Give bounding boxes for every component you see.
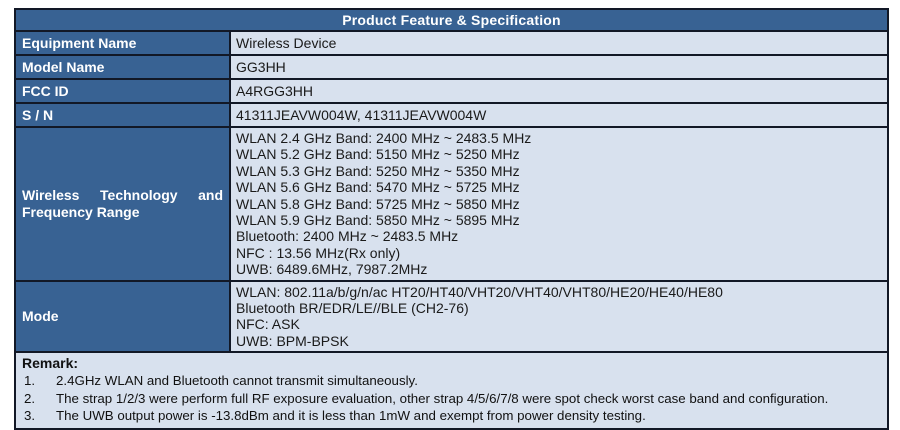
frequency-line: WLAN 2.4 GHz Band: 2400 MHz ~ 2483.5 MHz — [236, 130, 532, 146]
frequency-line: WLAN 5.6 GHz Band: 5470 MHz ~ 5725 MHz — [236, 179, 520, 196]
fcc-id-label: FCC ID — [14, 78, 231, 104]
frequency-line: NFC : 13.56 MHz(Rx only) — [236, 244, 401, 261]
serial-number-label: S / N — [14, 102, 231, 128]
remark-item-number: 3. — [24, 408, 36, 424]
table-row-serial-number: S / N 41311JEAVW004W, 41311JEAVW004W — [14, 102, 890, 128]
mode-line: Bluetooth BR/EDR/LE//BLE (CH2-76) — [236, 300, 469, 317]
remark-item: 3. The UWB output power is -13.8dBm and … — [20, 407, 883, 425]
remark-section: Remark: 1. 2.4GHz WLAN and Bluetooth can… — [13, 351, 890, 430]
equipment-name-value: Wireless Device — [228, 30, 890, 56]
table-row-model-name: Model Name GG3HH — [14, 54, 890, 80]
frequency-line: WLAN 5.2 GHz Band: 5150 MHz ~ 5250 MHz — [236, 146, 520, 163]
remark-item: 1. 2.4GHz WLAN and Bluetooth cannot tran… — [20, 372, 883, 390]
mode-value: WLAN: 802.11a/b/g/n/ac HT20/HT40/VHT20/V… — [228, 279, 890, 354]
remark-item-text: The UWB output power is -13.8dBm and it … — [56, 408, 646, 424]
frequency-line: WLAN 5.9 GHz Band: 5850 MHz ~ 5895 MHz — [236, 212, 520, 229]
frequency-line: UWB: 6489.6MHz, 7987.2MHz — [236, 261, 428, 278]
mode-line: WLAN: 802.11a/b/g/n/ac HT20/HT40/VHT20/V… — [236, 283, 723, 300]
model-name-label: Model Name — [14, 54, 231, 80]
table-header-row: Product Feature & Specification — [13, 8, 890, 32]
remark-item-number: 2. — [24, 390, 36, 406]
table-row-fcc-id: FCC ID A4RGG3HH — [14, 78, 890, 104]
remark-heading: Remark: — [22, 355, 79, 372]
mode-label: Mode — [14, 279, 231, 354]
frequency-line: Bluetooth: 2400 MHz ~ 2483.5 MHz — [236, 228, 459, 245]
wireless-technology-value: WLAN 2.4 GHz Band: 2400 MHz ~ 2483.5 MHz… — [228, 126, 890, 282]
remark-item: 2. The strap 1/2/3 were perform full RF … — [20, 390, 883, 408]
fcc-id-value: A4RGG3HH — [228, 78, 890, 104]
remark-item-text: 2.4GHz WLAN and Bluetooth cannot transmi… — [56, 373, 418, 389]
table-row-wireless-technology: Wireless Technology and Frequency Range … — [14, 126, 890, 282]
model-name-value: GG3HH — [228, 54, 890, 80]
mode-line: UWB: BPM-BPSK — [236, 332, 349, 349]
remark-item-text: The strap 1/2/3 were perform full RF exp… — [56, 390, 829, 406]
spec-table: Product Feature & Specification Equipmen… — [13, 8, 890, 430]
wireless-technology-label: Wireless Technology and Frequency Range — [14, 126, 231, 282]
frequency-line: WLAN 5.8 GHz Band: 5725 MHz ~ 5850 MHz — [236, 195, 520, 212]
document-page: Product Feature & Specification Equipmen… — [13, 8, 890, 430]
table-title: Product Feature & Specification — [13, 8, 890, 32]
frequency-line: WLAN 5.3 GHz Band: 5250 MHz ~ 5350 MHz — [236, 162, 520, 179]
table-row-mode: Mode WLAN: 802.11a/b/g/n/ac HT20/HT40/VH… — [14, 279, 890, 354]
table-row-equipment-name: Equipment Name Wireless Device — [14, 30, 890, 56]
equipment-name-label: Equipment Name — [14, 30, 231, 56]
mode-line: NFC: ASK — [236, 316, 300, 333]
serial-number-value: 41311JEAVW004W, 41311JEAVW004W — [228, 102, 890, 128]
remark-item-number: 1. — [24, 373, 36, 389]
table-row-remark: Remark: 1. 2.4GHz WLAN and Bluetooth can… — [13, 351, 890, 430]
